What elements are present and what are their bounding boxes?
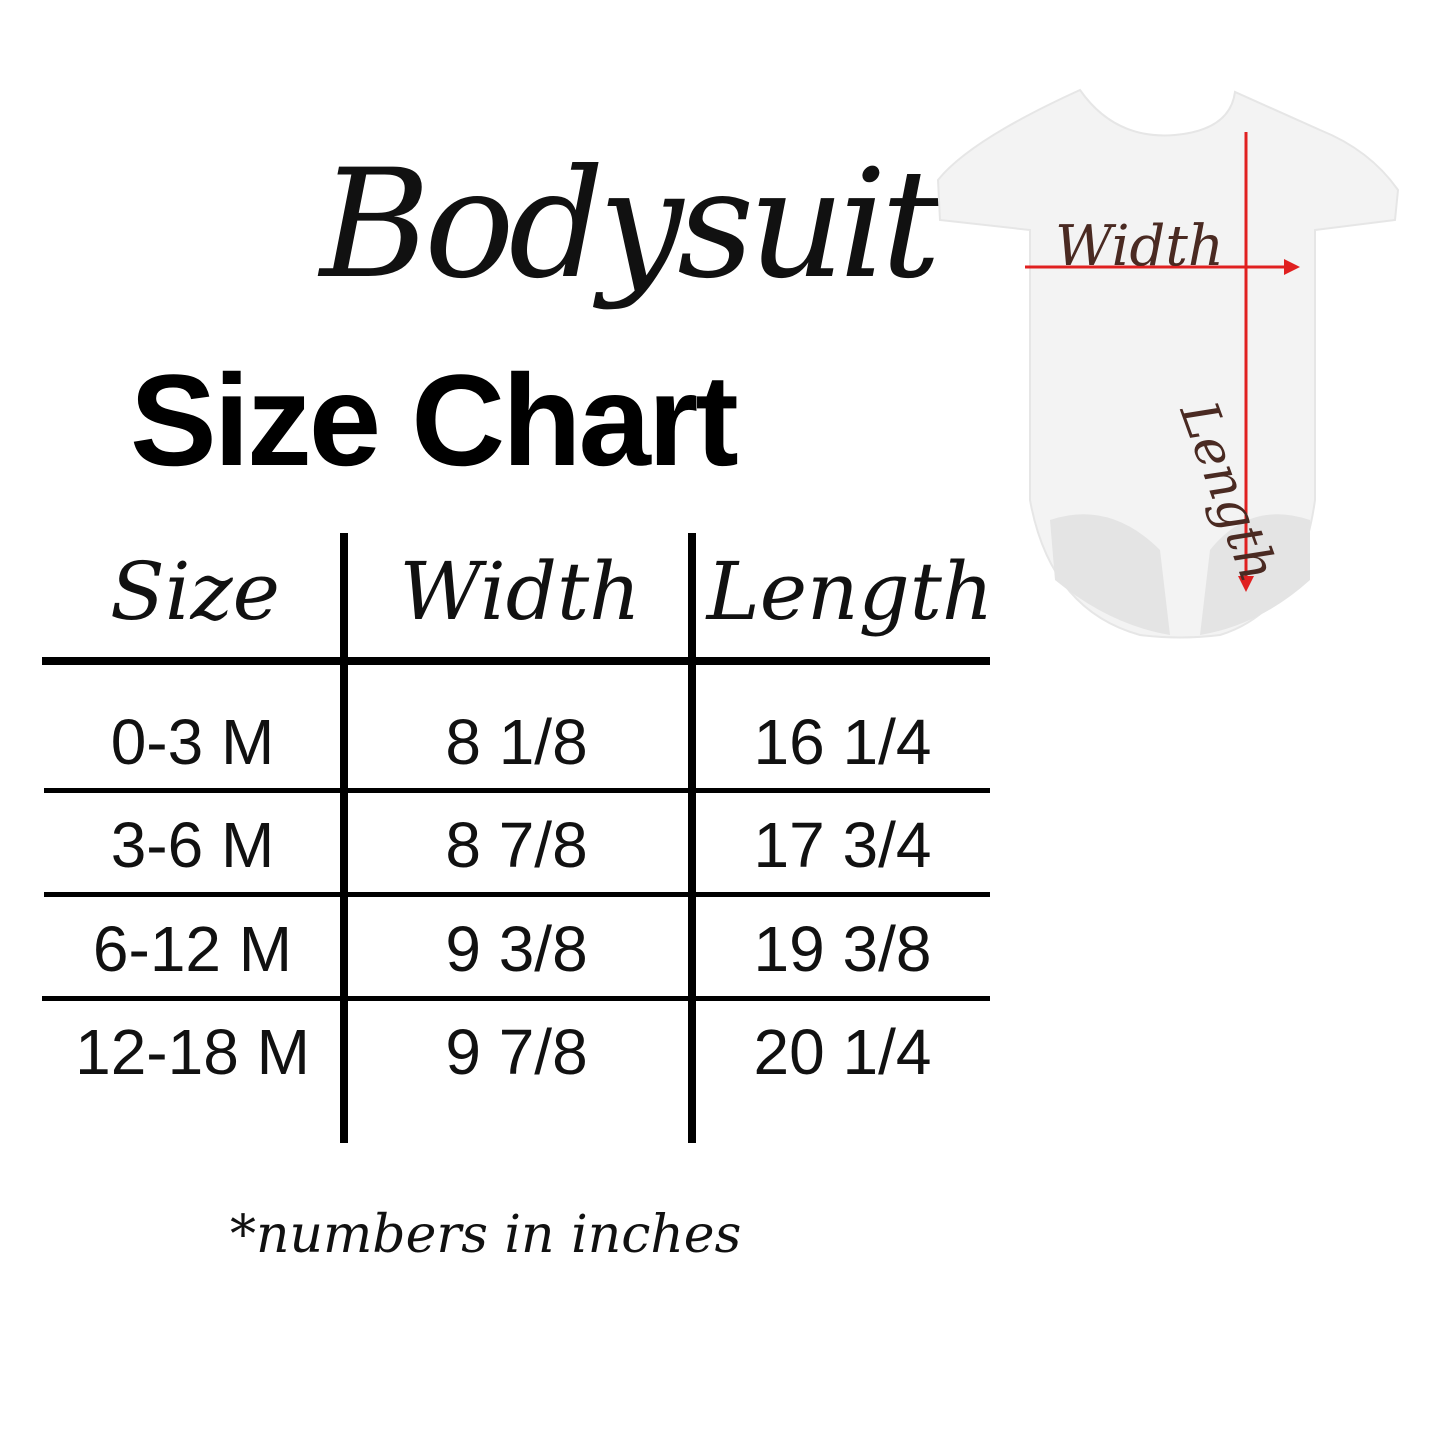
arrow-head-icon: [1238, 576, 1254, 592]
column-divider: [340, 533, 348, 1143]
size-cell: 3-6 M: [110, 809, 275, 881]
size-cell: 6-12 M: [92, 913, 293, 985]
size-cell: 0-3 M: [110, 706, 275, 778]
bodysuit-shape: [936, 88, 1400, 639]
width-label: Width: [1055, 214, 1224, 279]
length-cell: 20 1/4: [753, 1016, 932, 1088]
size-cell: 12-18 M: [75, 1016, 310, 1088]
row-divider: [44, 892, 990, 897]
arrow-head-icon: [1284, 259, 1300, 275]
width-cell: 8 1/8: [445, 706, 588, 778]
header-length: Length: [706, 545, 994, 638]
column-divider: [688, 533, 696, 1143]
page-title: Size Chart: [130, 347, 739, 493]
row-divider: [44, 788, 990, 793]
width-cell: 9 7/8: [445, 1016, 588, 1088]
width-cell: 8 7/8: [445, 809, 588, 881]
bodysuit-diagram: Width Length: [936, 88, 1400, 639]
header-width: Width: [399, 545, 641, 638]
length-cell: 17 3/4: [753, 809, 932, 881]
length-cell: 19 3/8: [753, 913, 932, 985]
length-cell: 16 1/4: [753, 706, 932, 778]
row-divider: [42, 996, 990, 1001]
header-divider: [42, 657, 990, 665]
footnote: *numbers in inches: [230, 1205, 742, 1265]
width-cell: 9 3/8: [445, 913, 588, 985]
title-script: Bodysuit: [320, 138, 941, 312]
header-size: Size: [110, 545, 280, 638]
